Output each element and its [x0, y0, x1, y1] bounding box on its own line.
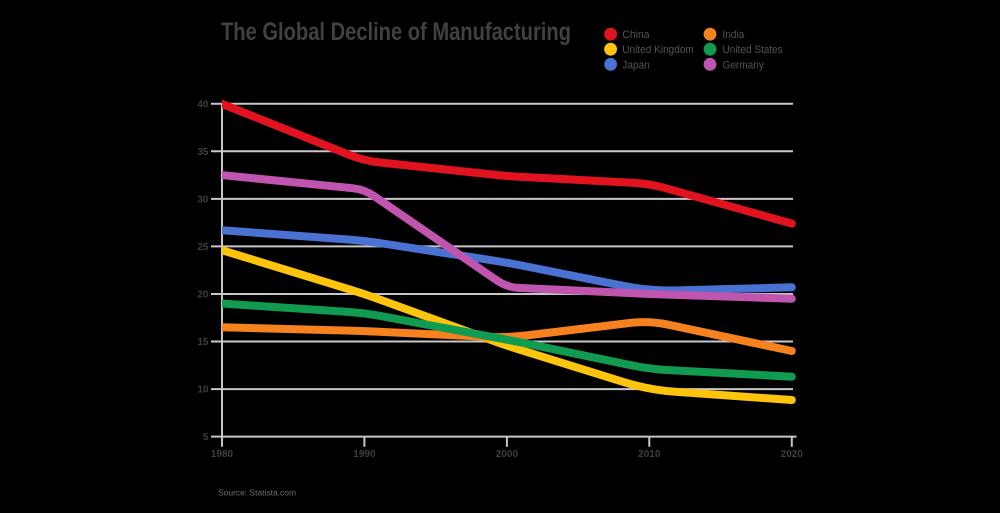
svg-text:2010: 2010 — [638, 449, 661, 460]
svg-text:2020: 2020 — [781, 449, 804, 460]
svg-text:United States: United States — [723, 44, 784, 56]
svg-text:25: 25 — [197, 242, 209, 253]
svg-text:United Kingdom: United Kingdom — [622, 44, 694, 56]
svg-text:40: 40 — [197, 99, 209, 110]
svg-text:The Global Decline of Manufact: The Global Decline of Manufacturing — [221, 18, 571, 46]
svg-text:10: 10 — [197, 385, 209, 396]
svg-text:15: 15 — [197, 337, 209, 348]
svg-text:Germany: Germany — [723, 59, 765, 71]
svg-text:35: 35 — [197, 147, 209, 158]
svg-text:5: 5 — [203, 432, 209, 443]
svg-text:Source: Statista.com: Source: Statista.com — [218, 489, 296, 498]
svg-text:30: 30 — [197, 194, 209, 205]
svg-text:1990: 1990 — [353, 449, 376, 460]
svg-text:20: 20 — [197, 290, 209, 301]
svg-text:1980: 1980 — [211, 449, 234, 460]
svg-text:2000: 2000 — [496, 449, 519, 460]
svg-text:Japan: Japan — [622, 59, 650, 71]
svg-text:India: India — [723, 29, 745, 41]
svg-text:China: China — [622, 29, 650, 41]
